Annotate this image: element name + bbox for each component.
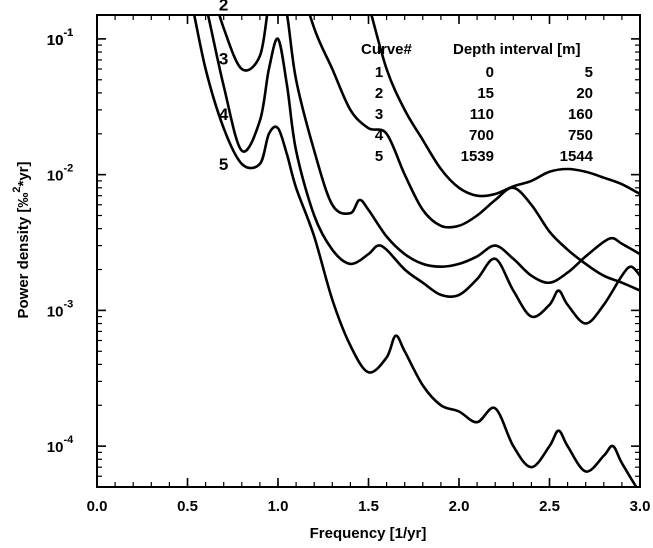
x-tick-label: 0.5 [177, 498, 198, 515]
y-tick-label-base: 10 [47, 168, 64, 185]
legend-header-curve: Curve# [361, 41, 413, 58]
x-tick-label: 3.0 [630, 498, 651, 515]
y-tick-label-exponent: -3 [63, 298, 73, 310]
legend-curve-number: 5 [375, 148, 383, 165]
y-axis-label: Power density [‰2*yr] [11, 161, 32, 318]
x-tick-label: 0.0 [87, 498, 108, 515]
y-tick-label-exponent: -1 [63, 27, 73, 39]
y-tick-label-exponent: -1 [63, 27, 73, 39]
legend-depth-to: 5 [585, 64, 593, 81]
curve-3-line [218, 15, 640, 285]
curve-5-label: 5 [219, 155, 228, 174]
y-tick-label-exponent: -4 [63, 434, 74, 446]
plot-frame [96, 14, 641, 488]
legend-depth-from: 15 [477, 85, 494, 102]
legend-header-depth: Depth interval [m] [453, 41, 581, 58]
x-tick-label: 2.0 [449, 498, 470, 515]
legend-curve-number: 4 [375, 127, 384, 144]
legend-depth-to: 750 [568, 127, 593, 144]
curve-4-label: 4 [219, 105, 229, 124]
curve-3-label: 3 [219, 49, 228, 68]
legend-depth-to: 20 [576, 85, 593, 102]
legend-depth-from: 1539 [461, 148, 494, 165]
y-axis-label-tail: *yr] [15, 161, 32, 186]
legend-curve-number: 2 [375, 85, 383, 102]
y-tick-label: 10-4 [47, 434, 74, 456]
legend-depth-to: 160 [568, 106, 593, 123]
y-axis-label-sup: 2 [11, 187, 23, 193]
series-group [192, 15, 640, 487]
plot-area: 1 2 3 4 5 [192, 0, 640, 487]
curve-1-line [370, 15, 640, 198]
y-tick-label: 10-2 [47, 163, 73, 185]
axes: 0.00.51.01.52.02.53.010-110010-110-210-3… [47, 14, 651, 515]
legend-table: Curve# Depth interval [m] 1 0 5 2 15 20 3 110 160 4… [361, 41, 594, 165]
y-tick-label: 10-1 [47, 27, 73, 49]
legend-depth-from: 110 [470, 106, 494, 123]
legend-depth-from: 700 [469, 127, 494, 144]
y-tick-label: 10-1 [47, 27, 73, 49]
legend-curve-number: 3 [375, 106, 383, 123]
curve-2-label: 2 [219, 0, 228, 14]
y-tick-label: 10-3 [47, 298, 73, 320]
x-tick-label: 2.5 [539, 498, 560, 515]
curve-2-line [308, 15, 640, 292]
y-tick-label-base: 10 [47, 32, 64, 49]
x-tick-label: 1.5 [358, 498, 379, 515]
legend-curve-number: 1 [375, 64, 383, 81]
y-tick-label-base: 10 [47, 32, 64, 49]
x-axis-label: Frequency [1/yr] [310, 525, 427, 542]
y-tick-label-base: 10 [47, 303, 64, 320]
curve-4-line [206, 15, 640, 325]
legend-depth-from: 0 [486, 64, 494, 81]
legend-depth-to: 1544 [560, 148, 594, 165]
y-axis-label-main: Power density [‰ [15, 193, 32, 319]
y-tick-label-exponent: -2 [63, 163, 73, 175]
y-tick-label-base: 10 [47, 439, 64, 456]
x-tick-label: 1.0 [268, 498, 289, 515]
curve-5-line [192, 15, 638, 487]
